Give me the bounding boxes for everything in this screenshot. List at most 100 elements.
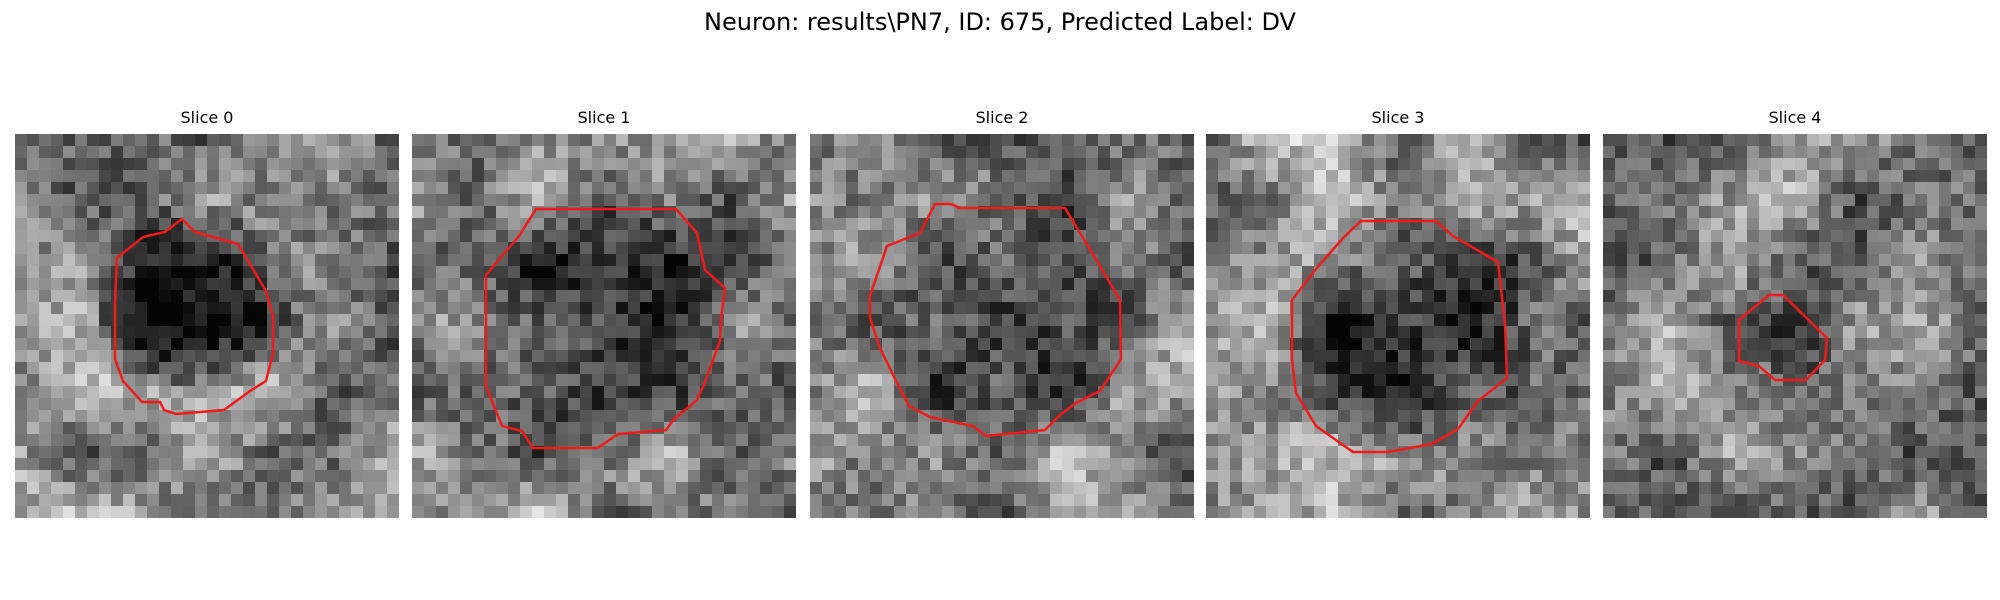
pixel — [846, 218, 859, 231]
pixel — [135, 290, 148, 303]
pixel — [1711, 290, 1724, 303]
pixel — [1398, 482, 1411, 495]
pixel — [1338, 386, 1351, 399]
pixel — [267, 254, 280, 267]
pixel — [1026, 314, 1039, 327]
pixel — [544, 350, 557, 363]
pixel — [1218, 182, 1231, 195]
pixel — [1639, 146, 1652, 159]
pixel — [1134, 230, 1147, 243]
pixel — [1446, 458, 1459, 471]
pixel — [1398, 398, 1411, 411]
pixel — [1230, 398, 1243, 411]
pixel — [99, 386, 112, 399]
pixel — [39, 374, 52, 387]
pixel — [1242, 314, 1255, 327]
pixel — [1927, 230, 1940, 243]
pixel — [327, 482, 340, 495]
pixel — [724, 410, 737, 423]
pixel — [63, 374, 76, 387]
pixel — [412, 170, 425, 183]
pixel — [1098, 338, 1111, 351]
pixel — [207, 494, 220, 507]
pixel — [351, 314, 364, 327]
pixel — [1302, 434, 1315, 447]
pixel — [556, 182, 569, 195]
pixel — [1074, 386, 1087, 399]
pixel — [195, 314, 208, 327]
pixel — [1458, 158, 1471, 171]
pixel — [1326, 218, 1339, 231]
pixel — [532, 458, 545, 471]
pixel — [327, 458, 340, 471]
pixel — [375, 254, 388, 267]
pixel — [1446, 386, 1459, 399]
pixel — [1975, 410, 1987, 423]
pixel — [1422, 422, 1435, 435]
pixel — [484, 470, 497, 483]
pixel — [1422, 494, 1435, 507]
pixel — [1134, 194, 1147, 207]
pixel — [363, 338, 376, 351]
pixel — [966, 278, 979, 291]
pixel — [195, 278, 208, 291]
pixel — [1699, 158, 1712, 171]
pixel — [1014, 278, 1027, 291]
pixel — [1170, 494, 1183, 507]
pixel — [1350, 314, 1363, 327]
pixel — [1242, 482, 1255, 495]
pixel — [1086, 410, 1099, 423]
pixel — [1302, 506, 1315, 518]
pixel — [1915, 266, 1928, 279]
pixel — [1879, 218, 1892, 231]
pixel — [700, 326, 713, 339]
pixel — [255, 446, 268, 459]
pixel — [930, 170, 943, 183]
pixel — [568, 326, 581, 339]
pixel — [1518, 506, 1531, 518]
pixel — [652, 506, 665, 518]
pixel — [1482, 362, 1495, 375]
pixel — [1771, 278, 1784, 291]
pixel — [1807, 410, 1820, 423]
pixel — [1795, 398, 1808, 411]
pixel — [712, 230, 725, 243]
pixel — [676, 470, 689, 483]
pixel — [1350, 194, 1363, 207]
pixel — [1038, 338, 1051, 351]
pixel — [1771, 194, 1784, 207]
pixel — [918, 134, 931, 147]
pixel — [700, 446, 713, 459]
pixel — [412, 422, 425, 435]
pixel — [1290, 146, 1303, 159]
pixel — [195, 158, 208, 171]
pixel — [1362, 206, 1375, 219]
pixel — [183, 134, 196, 147]
pixel — [15, 434, 28, 447]
pixel — [1266, 338, 1279, 351]
pixel — [1362, 410, 1375, 423]
pixel — [327, 134, 340, 147]
pixel — [472, 398, 485, 411]
pixel — [1879, 158, 1892, 171]
pixel — [532, 290, 545, 303]
pixel — [1434, 290, 1447, 303]
pixel — [351, 470, 364, 483]
pixel — [267, 242, 280, 255]
pixel — [1374, 182, 1387, 195]
pixel — [1891, 314, 1904, 327]
pixel — [39, 434, 52, 447]
pixel — [1639, 410, 1652, 423]
pixel — [1242, 470, 1255, 483]
pixel — [676, 386, 689, 399]
pixel — [387, 482, 399, 495]
neuron-contour — [1290, 219, 1509, 454]
pixel — [834, 338, 847, 351]
pixel — [858, 338, 871, 351]
pixel — [1242, 398, 1255, 411]
pixel — [604, 182, 617, 195]
pixel — [834, 482, 847, 495]
pixel — [1639, 158, 1652, 171]
pixel — [1134, 410, 1147, 423]
pixel — [1410, 326, 1423, 339]
